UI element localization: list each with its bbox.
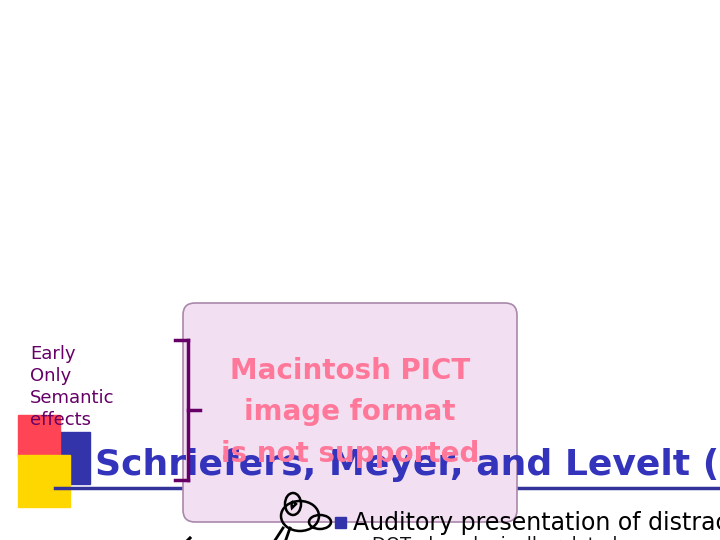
- Text: Early: Early: [30, 345, 76, 363]
- Bar: [18, 455, 70, 507]
- Text: Auditory presentation of distractors: Auditory presentation of distractors: [353, 511, 720, 535]
- Text: Schriefers, Meyer, and Levelt (1990): Schriefers, Meyer, and Levelt (1990): [95, 448, 720, 482]
- Text: DOT phonologically related: DOT phonologically related: [372, 536, 617, 540]
- Text: Semantic: Semantic: [30, 389, 114, 407]
- Bar: [38, 432, 90, 484]
- FancyBboxPatch shape: [183, 303, 517, 522]
- Bar: [18, 415, 60, 457]
- Bar: [335, 517, 346, 528]
- Text: effects: effects: [30, 411, 91, 429]
- Text: Macintosh PICT
image format
is not supported: Macintosh PICT image format is not suppo…: [221, 357, 480, 468]
- Text: Only: Only: [30, 367, 71, 385]
